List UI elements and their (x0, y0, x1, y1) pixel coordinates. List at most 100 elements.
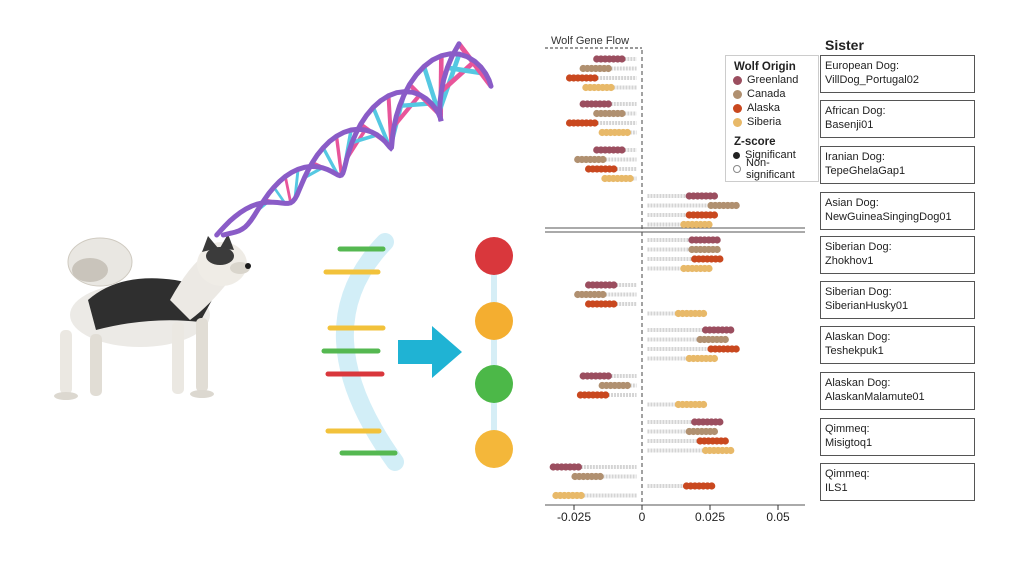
legend-entry: Siberia (733, 115, 818, 129)
data-point (582, 83, 590, 92)
data-point (716, 418, 724, 426)
dog-photo (54, 234, 251, 400)
sister-group: Iranian Dog: (825, 151, 885, 163)
data-point (710, 354, 719, 363)
series-point-siberia (647, 354, 719, 363)
series-point-alaska (647, 437, 729, 445)
data-point (727, 446, 735, 455)
helix-rung (392, 93, 422, 128)
sister-group: Alaskan Dog: (825, 377, 891, 389)
series-point-siberia (647, 309, 708, 318)
series-point-greenland (579, 372, 637, 380)
series-point-canada (574, 290, 637, 299)
sister-group: Alaskan Dog: (825, 331, 891, 343)
series-point-greenland (549, 463, 637, 471)
series-point-alaska (565, 74, 637, 82)
data-point (713, 236, 721, 244)
data-point (593, 109, 601, 118)
helix-rung (351, 133, 378, 145)
data-point (593, 146, 601, 154)
series-point-greenland (579, 100, 637, 108)
series-point-alaska (585, 300, 637, 308)
gene-strand (321, 233, 404, 471)
sister-group: African Dog: (825, 105, 886, 117)
helix-strand (214, 51, 494, 238)
sister-label: Siberian Dog: SiberianHusky01 (820, 281, 975, 319)
series-point-alaska (585, 165, 637, 173)
legend-entry: Significant (733, 148, 818, 162)
data-point (576, 391, 585, 399)
helix-strand (220, 41, 462, 238)
data-point (601, 174, 609, 183)
sister-label: European Dog: VillDog_Portugal02 (820, 55, 975, 93)
series-point-siberia (598, 128, 637, 137)
data-point (598, 128, 606, 137)
series-point-canada (647, 427, 719, 436)
sister-sample: Basenji01 (825, 119, 874, 131)
series-point-siberia (601, 174, 637, 183)
data-point (705, 220, 713, 229)
series-point-greenland (593, 146, 637, 154)
sister-sample: Teshekpuk1 (825, 345, 884, 357)
illustration (54, 41, 513, 471)
sister-label: Alaskan Dog: Teshekpuk1 (820, 326, 975, 364)
x-tick-label: -0.025 (556, 510, 592, 524)
series-point-greenland (647, 326, 735, 334)
data-point (593, 55, 601, 63)
legend-title: Wolf Origin (734, 61, 796, 73)
gene-flow-plot (545, 47, 805, 510)
series-point-alaska (647, 211, 719, 219)
series-point-greenland (647, 192, 719, 200)
sister-label: African Dog: Basenji01 (820, 100, 975, 138)
sister-label: Qimmeq: ILS1 (820, 463, 975, 501)
series-point-alaska (647, 345, 740, 353)
data-point (710, 427, 719, 436)
series-point-canada (647, 335, 729, 344)
helix-rung (334, 135, 344, 176)
series-point-greenland (593, 55, 637, 63)
series-point-alaska (576, 391, 637, 399)
series-point-siberia (582, 83, 637, 92)
legend-entry: Alaska (733, 101, 818, 115)
sister-label: Iranian Dog: TepeGhelaGap1 (820, 146, 975, 184)
series-point-greenland (585, 281, 637, 289)
zscore-title: Z-score (734, 136, 776, 148)
sister-group: Asian Dog: (825, 197, 879, 209)
helix-rung (283, 176, 293, 204)
data-point (721, 335, 729, 344)
data-point (732, 345, 740, 353)
data-point (727, 326, 735, 334)
sister-sample: SiberianHusky01 (825, 300, 909, 312)
data-point (574, 290, 582, 299)
data-point (710, 192, 719, 200)
series-point-siberia (647, 446, 735, 455)
data-point (732, 201, 740, 210)
series-point-canada (571, 472, 637, 481)
helix-rung (456, 42, 494, 88)
data-point (565, 74, 574, 82)
helix-rung (439, 59, 477, 94)
legend-entry: Non-significant (733, 157, 818, 181)
sister-group: Qimmeq: (825, 423, 870, 435)
data-point (565, 119, 574, 127)
series-point-siberia (647, 400, 708, 409)
sister-header: Sister (825, 37, 864, 53)
sister-sample: TepeGhelaGap1 (825, 165, 906, 177)
series-point-canada (574, 155, 637, 164)
data-point (585, 300, 593, 308)
dna-helix (214, 41, 494, 238)
series-point-greenland (647, 236, 721, 244)
series-point-canada (598, 381, 637, 390)
data-point (708, 482, 716, 490)
series-point-canada (647, 201, 740, 210)
data-point (579, 100, 587, 108)
sister-label: Siberian Dog: Zhokhov1 (820, 236, 975, 274)
sister-group: European Dog: (825, 60, 899, 72)
series-point-alaska (647, 255, 724, 263)
data-point (552, 491, 560, 500)
x-tick-label: 0.05 (766, 510, 790, 524)
series-point-greenland (647, 418, 724, 426)
sister-group: Qimmeq: (825, 468, 870, 480)
sister-sample: ILS1 (825, 482, 848, 494)
